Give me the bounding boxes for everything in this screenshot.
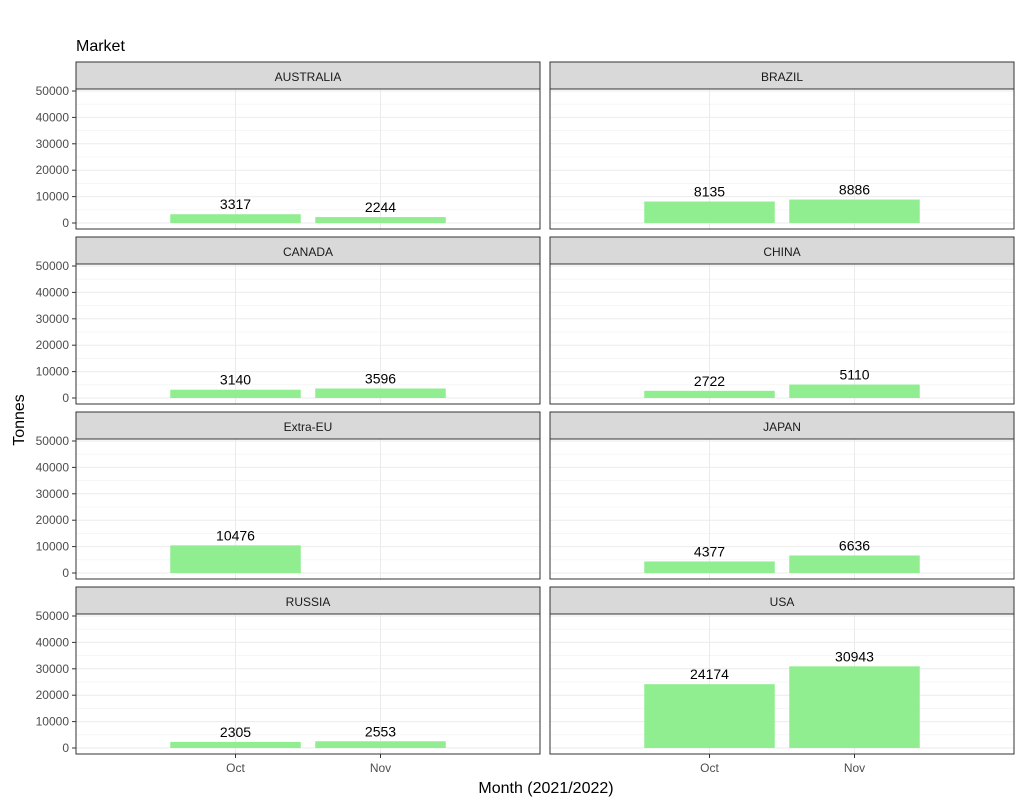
- bar-canada-oct: [170, 389, 301, 398]
- data-label-usa-nov: 30943: [835, 648, 874, 664]
- data-label-russia-oct: 2305: [220, 724, 251, 740]
- bar-australia-oct: [170, 214, 301, 223]
- x-axis-label: Month (2021/2022): [478, 780, 613, 797]
- bar-australia-nov: [315, 217, 446, 223]
- y-tick-label: 20000: [36, 338, 70, 352]
- panel-border: [75, 263, 541, 405]
- panels-layer: AUSTRALIA 3317 2244 0 10000 20000 30000 40000 50…: [36, 61, 1015, 775]
- panel-border: [549, 438, 1015, 580]
- strip-label-canada: CANADA: [283, 245, 333, 259]
- y-tick-label: 40000: [36, 110, 70, 124]
- x-tick-label: Nov: [844, 761, 865, 775]
- y-tick-label: 0: [62, 391, 69, 405]
- y-tick-label: 10000: [36, 715, 70, 729]
- bar-canada-nov: [315, 388, 446, 398]
- strip-label-extra-eu: Extra-EU: [284, 420, 333, 434]
- strip-extra-eu: [75, 411, 541, 440]
- data-label-australia-nov: 2244: [365, 199, 396, 215]
- data-label-brazil-oct: 8135: [694, 184, 725, 200]
- y-tick-label: 50000: [36, 259, 70, 273]
- bar-extra-eu-oct: [170, 545, 301, 573]
- y-tick-label: 0: [62, 216, 69, 230]
- panel-border: [75, 438, 541, 580]
- y-tick-label: 40000: [36, 285, 70, 299]
- x-tick-label: Oct: [700, 761, 719, 775]
- bar-brazil-nov: [789, 199, 920, 223]
- panel-japan: JAPAN 4377 6636: [549, 411, 1015, 580]
- data-label-china-nov: 5110: [839, 367, 869, 383]
- data-label-extra-eu-oct: 10476: [216, 527, 255, 543]
- data-label-china-oct: 2722: [694, 373, 725, 389]
- strip-label-china: CHINA: [763, 245, 800, 259]
- y-tick-label: 0: [62, 741, 69, 755]
- panel-border: [549, 88, 1015, 230]
- y-tick-label: 30000: [36, 487, 70, 501]
- strip-label-japan: JAPAN: [763, 420, 801, 434]
- data-label-canada-oct: 3140: [220, 372, 251, 388]
- strip-label-russia: RUSSIA: [286, 595, 331, 609]
- bar-usa-oct: [644, 684, 775, 748]
- panel-border: [75, 613, 541, 755]
- y-tick-label: 10000: [36, 540, 70, 554]
- panel-brazil: BRAZIL 8135 8886: [549, 61, 1015, 230]
- y-tick-label: 30000: [36, 137, 70, 151]
- bar-usa-nov: [789, 666, 920, 748]
- data-label-usa-oct: 24174: [690, 666, 729, 682]
- panel-usa: USA 24174 30943 Oct Nov: [549, 586, 1015, 775]
- y-tick-label: 40000: [36, 460, 70, 474]
- y-tick-label: 0: [62, 566, 69, 580]
- bar-russia-nov: [315, 741, 446, 748]
- bar-china-oct: [644, 390, 775, 398]
- data-label-japan-oct: 4377: [694, 543, 725, 559]
- y-tick-label: 20000: [36, 163, 70, 177]
- y-tick-label: 10000: [36, 190, 70, 204]
- panel-australia: AUSTRALIA 3317 2244 0 10000 20000 30000 40000 50…: [36, 61, 541, 230]
- y-tick-label: 50000: [36, 434, 70, 448]
- bar-russia-oct: [170, 741, 301, 748]
- strip-russia: [75, 586, 541, 615]
- data-label-russia-nov: 2553: [365, 723, 396, 739]
- y-tick-label: 20000: [36, 513, 70, 527]
- data-label-canada-nov: 3596: [365, 371, 396, 387]
- y-tick-label: 10000: [36, 365, 70, 379]
- data-label-australia-oct: 3317: [220, 196, 251, 212]
- strip-label-australia: AUSTRALIA: [275, 70, 342, 84]
- panel-border: [549, 263, 1015, 405]
- y-tick-label: 50000: [36, 609, 70, 623]
- panel-border: [549, 613, 1015, 755]
- panel-canada: CANADA 3140 3596 0 10000 20000 30000 40000 50000: [36, 236, 541, 405]
- panel-china: CHINA 2722 5110: [549, 236, 1015, 405]
- chart-title: Market: [76, 38, 125, 55]
- strip-label-brazil: BRAZIL: [761, 70, 803, 84]
- y-tick-label: 50000: [36, 84, 70, 98]
- data-label-japan-nov: 6636: [839, 537, 870, 553]
- panel-extra-eu: Extra-EU 10476 0 10000 20000 30000 40000 50000: [36, 411, 541, 580]
- y-tick-label: 40000: [36, 635, 70, 649]
- panel-border: [75, 88, 541, 230]
- bar-brazil-oct: [644, 201, 775, 223]
- y-tick-label: 20000: [36, 688, 70, 702]
- strip-label-usa: USA: [770, 595, 795, 609]
- strip-brazil: [549, 61, 1015, 90]
- y-tick-label: 30000: [36, 662, 70, 676]
- x-tick-label: Oct: [226, 761, 245, 775]
- x-tick-label: Nov: [370, 761, 391, 775]
- bar-japan-oct: [644, 561, 775, 573]
- y-axis-label: Tonnes: [11, 394, 28, 446]
- bar-japan-nov: [789, 555, 920, 573]
- strip-australia: [75, 61, 541, 90]
- data-label-brazil-nov: 8886: [839, 182, 870, 198]
- bar-china-nov: [789, 384, 920, 398]
- y-tick-label: 30000: [36, 312, 70, 326]
- panel-russia: RUSSIA 2305 2553 0 10000 20000 30000 40000 50000…: [36, 586, 541, 775]
